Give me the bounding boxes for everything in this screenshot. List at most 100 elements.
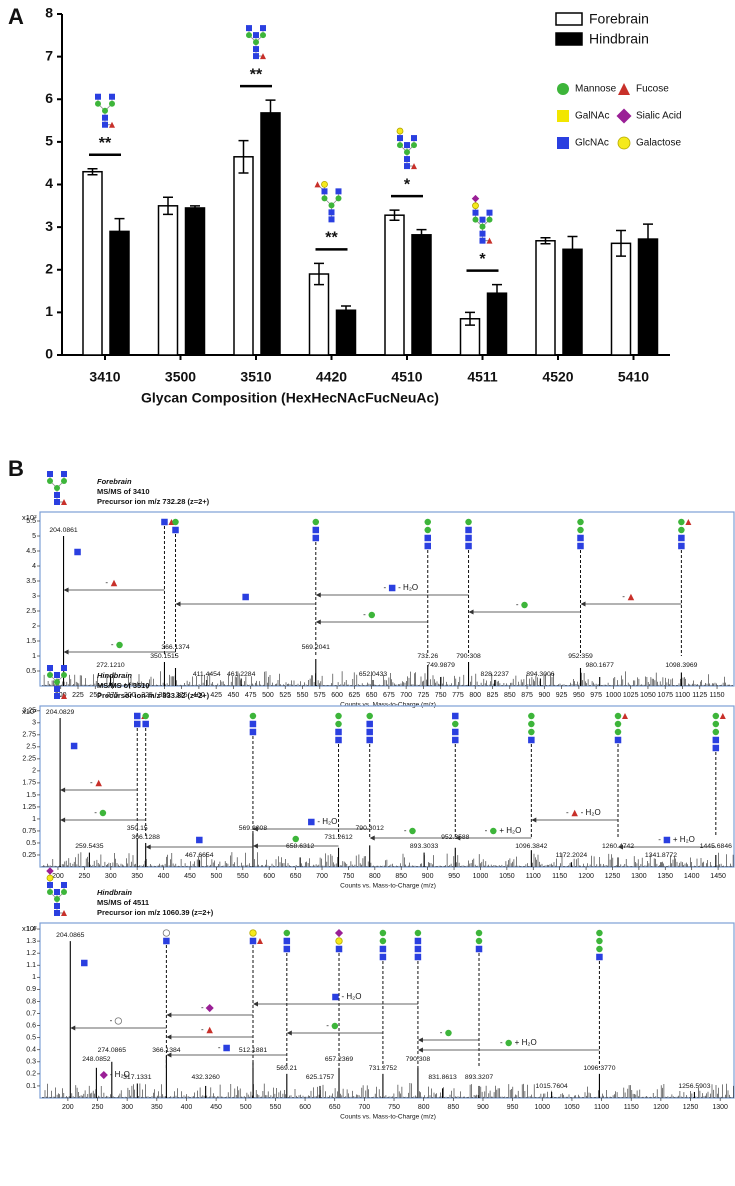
error-bar — [643, 223, 653, 255]
glycan-symbol — [109, 121, 115, 128]
glycan-symbol — [465, 526, 472, 534]
glycan-symbol — [206, 1026, 213, 1034]
arrow-head — [145, 844, 151, 850]
spectrum-header: MS/MS of 4511 — [97, 898, 149, 907]
peak-label: 980.1677 — [586, 662, 615, 669]
y-tick-label: 0.4 — [26, 1047, 36, 1054]
x-tick-label: 500 — [262, 692, 274, 699]
glycan-symbol — [404, 149, 410, 156]
plot-frame — [39, 511, 735, 687]
bar — [82, 170, 103, 356]
glycan-symbol — [396, 127, 404, 135]
arrow-head — [60, 787, 66, 793]
x-tick-label: 3410 — [89, 369, 120, 385]
glycan-symbol — [321, 180, 328, 188]
y-tick-label: 4.5 — [26, 548, 36, 555]
x-axis-label: Counts vs. Mass-to-Charge (m/z) — [340, 702, 436, 709]
peak-label: 790.308 — [406, 1056, 431, 1063]
glycan-symbol — [110, 579, 118, 587]
glycan-symbol — [712, 736, 720, 744]
glycan-symbol — [622, 713, 629, 719]
glycan-symbol — [253, 46, 259, 53]
glycan-symbol — [596, 945, 603, 953]
glycan-symbol — [614, 712, 622, 720]
glycan-symbol — [116, 641, 123, 649]
y-tick-label: 2 — [32, 768, 36, 775]
x-tick-label: 475 — [245, 692, 257, 699]
glycan-symbol — [253, 32, 259, 39]
loss-label: - — [500, 1038, 503, 1047]
x-tick-label: 275 — [107, 692, 119, 699]
error-bar — [87, 167, 98, 176]
y-tick-label: 0.7 — [26, 1010, 36, 1017]
glycan-symbol — [557, 110, 569, 122]
y-tick-label: 5 — [45, 133, 53, 149]
bar — [637, 238, 659, 356]
glycan-symbol — [685, 519, 692, 525]
y-tick-label: 0.2 — [26, 1071, 36, 1078]
x-tick-label: 350 — [131, 873, 143, 880]
symbol-legend-label: Sialic Acid — [636, 111, 682, 122]
x-tick-label: 1025 — [623, 692, 639, 699]
peak-label: 1015.7604 — [536, 1083, 568, 1090]
spectrum-header: MS/MS of 3410 — [97, 487, 150, 496]
loss-label: - — [363, 610, 366, 619]
glycan-symbol — [335, 195, 342, 202]
loss-label: - H₂O — [581, 808, 601, 817]
glycan-symbol — [54, 485, 60, 491]
glycan-symbol — [465, 542, 472, 550]
glycan-symbol — [452, 720, 459, 728]
glycan-symbol — [663, 836, 671, 844]
glycan-symbol — [335, 736, 342, 744]
loss-label: - — [111, 640, 114, 649]
y-tick-label: 0.1 — [26, 1083, 36, 1090]
glycan-symbol — [54, 679, 60, 685]
glycan-symbol — [465, 534, 472, 542]
x-tick-label: 1100 — [526, 873, 541, 880]
glycan-symbol — [475, 929, 483, 937]
glycan-symbol — [328, 202, 335, 209]
glycan-symbol — [109, 93, 115, 100]
glycan-symbol — [472, 202, 479, 210]
y-tick-label: 0.3 — [26, 1059, 36, 1066]
x-tick-label: 600 — [299, 1104, 311, 1111]
y-tick-label: 3 — [32, 593, 36, 600]
glycan-symbol — [249, 728, 257, 736]
glycan-symbol — [99, 809, 107, 817]
arrow-head — [166, 1034, 172, 1040]
glycan-symbol — [142, 720, 149, 728]
x-tick-label: 1350 — [657, 873, 673, 880]
glycan-symbol — [411, 135, 417, 142]
x-tick-label: 1125 — [692, 692, 707, 699]
glycan-symbol — [172, 518, 179, 526]
glycan-symbol — [46, 874, 54, 882]
glycan-symbol — [712, 720, 720, 728]
x-tick-label: 725 — [418, 692, 430, 699]
loss-label: - — [622, 592, 625, 601]
x-tick-label: 950 — [507, 1104, 519, 1111]
x-tick-label: 450 — [228, 692, 240, 699]
glycan-symbol — [521, 601, 528, 609]
y-tick-label: 1 — [32, 816, 36, 823]
x-tick-label: 650 — [366, 692, 378, 699]
y-tick-label: 2.75 — [22, 732, 36, 739]
x-tick-label: 900 — [538, 692, 550, 699]
x-tick-label: 900 — [477, 1104, 489, 1111]
spectrum-header: Hindbrain — [97, 888, 132, 897]
glycan-symbol — [479, 230, 486, 237]
legend-swatch — [555, 12, 583, 26]
x-tick-label: 1100 — [675, 692, 690, 699]
glycan-symbol — [47, 471, 53, 477]
glycan-symbol — [81, 959, 88, 967]
glycan-symbol — [379, 953, 387, 961]
glycan-symbol — [114, 1017, 122, 1025]
loss-label: - H₂O — [398, 583, 418, 592]
glycan-symbol — [614, 720, 622, 728]
glycan-symbol — [54, 896, 60, 902]
loss-label: - — [440, 1028, 443, 1037]
arrow-head — [369, 835, 375, 841]
peak-label: 952.3588 — [441, 834, 470, 841]
glycan-symbol — [54, 492, 60, 498]
y-tick-label: 0.5 — [26, 668, 36, 675]
x-tick-label: 1400 — [684, 873, 700, 880]
